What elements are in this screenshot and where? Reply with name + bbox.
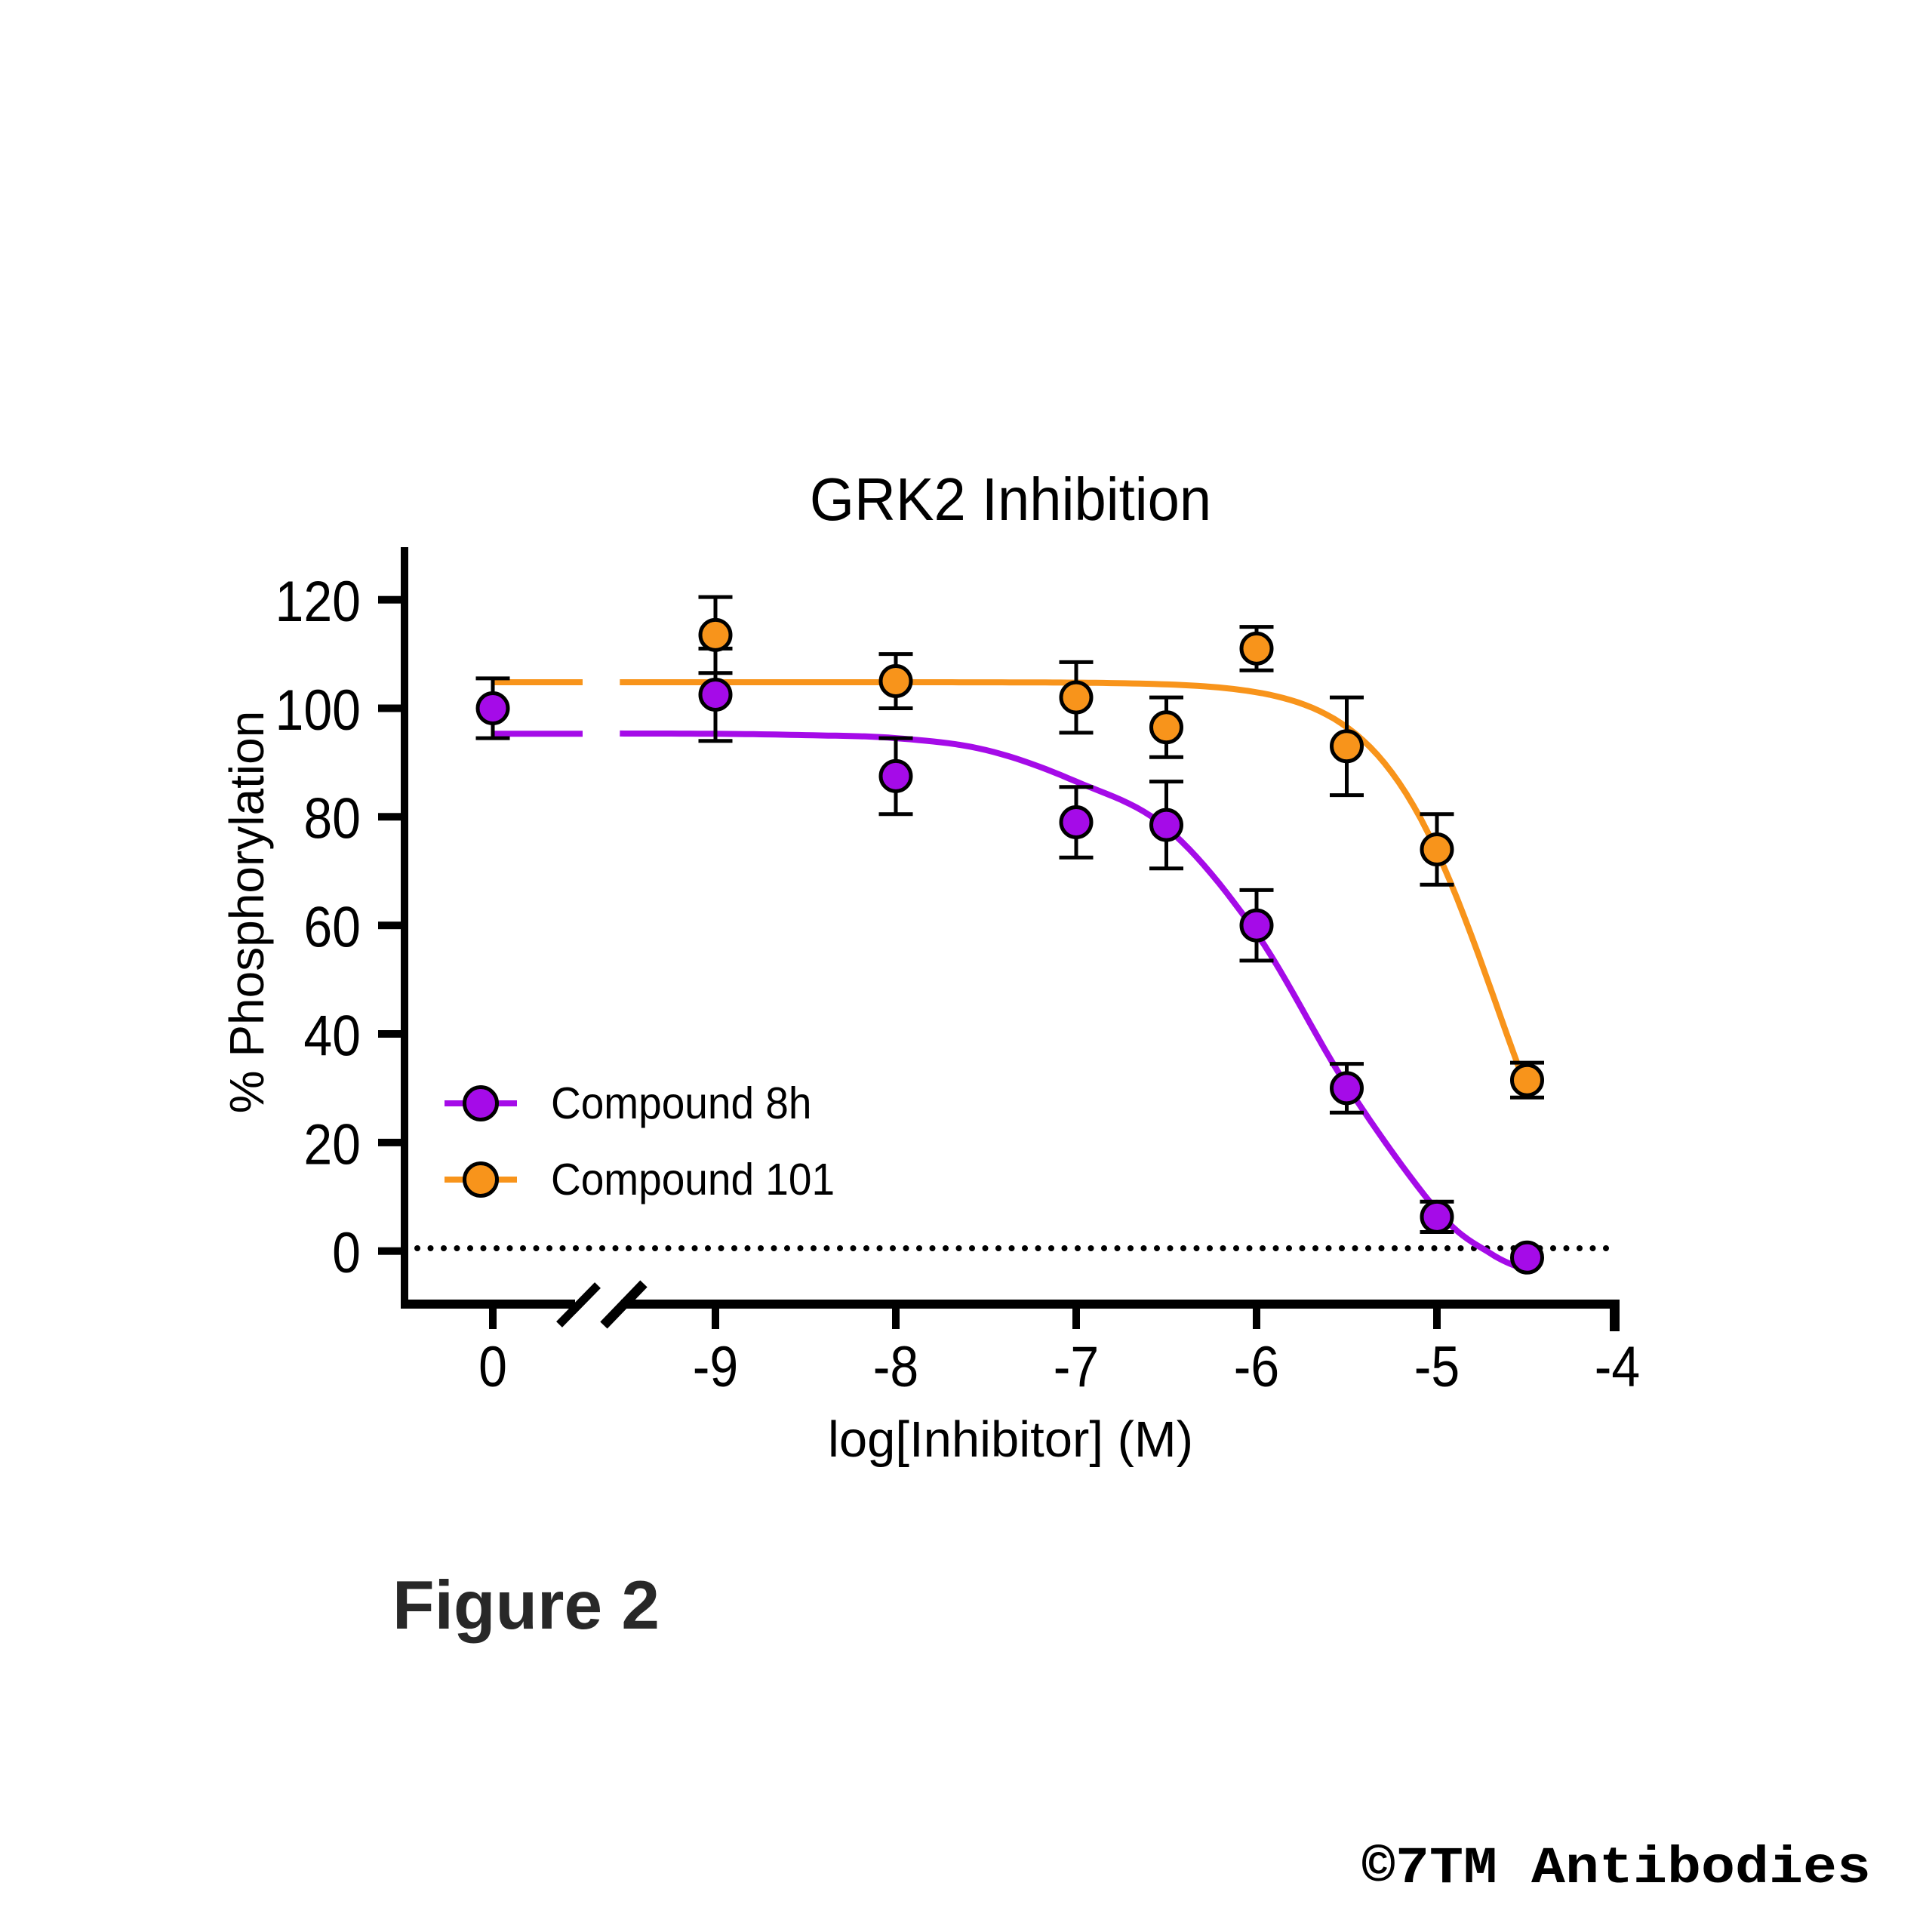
- svg-text:-9: -9: [693, 1335, 738, 1398]
- svg-text:% Phosphorylation: % Phosphorylation: [220, 711, 274, 1114]
- svg-text:Compound 8h: Compound 8h: [551, 1078, 811, 1128]
- svg-text:-7: -7: [1054, 1335, 1099, 1398]
- svg-text:log[Inhibitor] (M): log[Inhibitor] (M): [828, 1411, 1193, 1468]
- svg-text:-5: -5: [1414, 1335, 1460, 1398]
- svg-text:80: 80: [303, 787, 361, 851]
- svg-text:-8: -8: [873, 1335, 918, 1398]
- svg-text:-4: -4: [1595, 1335, 1640, 1398]
- svg-text:Figure 2: Figure 2: [392, 1567, 660, 1644]
- svg-text:©7TM Antibodies: ©7TM Antibodies: [1361, 1839, 1871, 1899]
- svg-text:20: 20: [303, 1113, 361, 1177]
- svg-text:GRK2 Inhibition: GRK2 Inhibition: [810, 465, 1211, 533]
- svg-text:60: 60: [303, 896, 361, 959]
- svg-text:100: 100: [275, 678, 361, 742]
- svg-text:120: 120: [275, 571, 361, 634]
- svg-text:40: 40: [303, 1004, 361, 1068]
- svg-text:Compound 101: Compound 101: [551, 1155, 835, 1204]
- svg-text:-6: -6: [1234, 1335, 1279, 1398]
- svg-text:0: 0: [332, 1222, 361, 1285]
- svg-text:0: 0: [478, 1335, 507, 1398]
